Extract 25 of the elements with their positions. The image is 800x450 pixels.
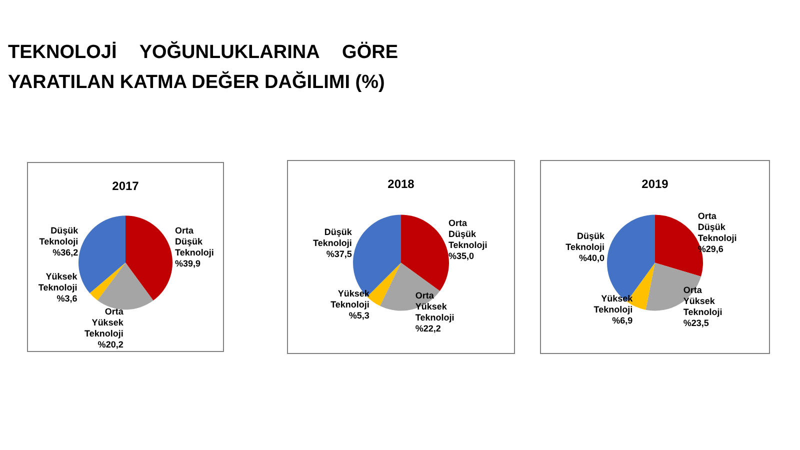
slice-label: Düşük Teknoloji	[313, 227, 353, 248]
slice-label: Orta Düşük Teknoloji	[448, 218, 488, 250]
data-label: %39,9	[175, 258, 201, 269]
data-label: %40,0	[578, 253, 604, 263]
slice-label: Düşük Teknoloji	[566, 231, 606, 252]
chart-title: 2017	[112, 179, 140, 193]
data-label: %20,2	[98, 340, 124, 350]
data-label: %23,5	[683, 318, 709, 328]
data-label: %5,3	[348, 310, 370, 320]
slice-label: Orta Düşük Teknoloji	[175, 226, 214, 258]
data-label: %3,6	[56, 294, 78, 304]
slice-label: Orta Yüksek Teknoloji	[683, 284, 722, 317]
chart-title: 2018	[388, 177, 415, 191]
slice-label: Orta Yüksek Teknoloji	[84, 306, 124, 338]
data-label: %22,2	[415, 324, 441, 334]
slice-label: Orta Yüksek Teknoloji	[415, 290, 454, 323]
data-label: %37,5	[326, 249, 352, 260]
slice-label: Yüksek Teknoloji	[38, 272, 78, 292]
slice-label: Düşük Teknoloji	[39, 226, 80, 247]
data-label: %35,0	[448, 251, 474, 262]
data-label: %6,9	[612, 316, 633, 326]
text: TEKNOLOJİ YOĞUNLUKLARINA GÖRE YARATILAN KATMA DEĞER DAĞILIMI (%)	[8, 40, 398, 95]
data-label: %36,2	[52, 248, 78, 258]
slice-label: Orta Düşük Teknoloji	[698, 210, 737, 243]
chart-title: 2019	[642, 177, 669, 191]
